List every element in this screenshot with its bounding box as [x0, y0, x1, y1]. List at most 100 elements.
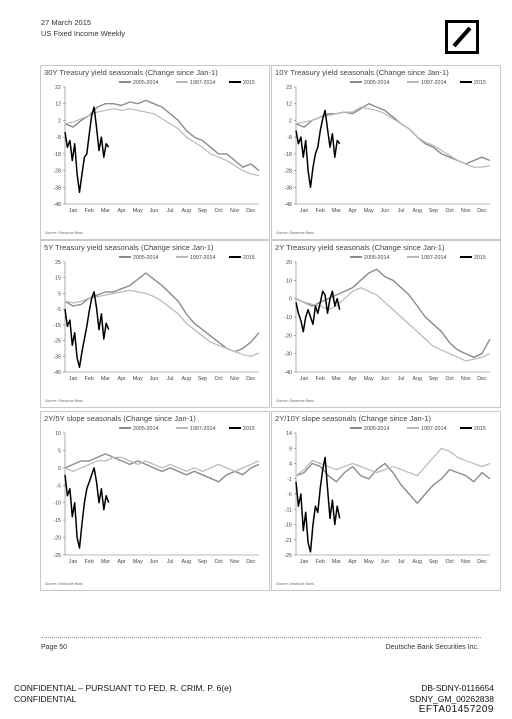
- y-tick-label-7: -48: [284, 202, 292, 208]
- x-tick-label-5: Jun: [150, 208, 159, 214]
- x-tick-label-4: May: [364, 559, 374, 565]
- chart-svg: 2005-2014 1997-2014 2015 20 10 0 -10 -20 -30 -40 J…: [276, 255, 491, 403]
- x-tick-label-10: Nov: [230, 376, 240, 382]
- x-tick-label-3: Apr: [117, 376, 125, 382]
- x-tick-label-10: Nov: [461, 208, 471, 214]
- x-tick-label-9: Oct: [214, 208, 223, 214]
- y-tick-label-2: 0: [289, 297, 292, 303]
- chart-title: 2Y Treasury yield seasonals (Change sinc…: [275, 243, 445, 252]
- series-line-2: [295, 456, 341, 553]
- x-tick-label-6: Jul: [167, 376, 174, 382]
- y-tick-label-7: -45: [53, 370, 61, 376]
- chart-svg: 2005-2014 1997-2014 2015 22 12 2 -8 -18 -28 -38 -4…: [45, 80, 260, 235]
- y-tick-label-2: 4: [289, 462, 292, 468]
- y-tick-label-7: -48: [53, 202, 61, 208]
- y-tick-label-6: -20: [53, 536, 61, 542]
- legend: 2005-2014 1997-2014 2015: [119, 255, 255, 261]
- x-tick-label-2: Mar: [332, 208, 341, 214]
- chart-source: Source: Deutsche Bank: [276, 399, 314, 403]
- footer-divider: [41, 637, 481, 638]
- legend-label-0: 2005-2014: [133, 255, 158, 261]
- y-tick-label-6: -38: [53, 185, 61, 191]
- series-line-2: [295, 290, 341, 333]
- chart-panel-2y10y: 2Y/10Y slope seasonals (Change since Jan…: [271, 411, 501, 591]
- x-tick-label-1: Feb: [316, 208, 325, 214]
- y-tick-label-8: -26: [284, 553, 292, 559]
- legend: 2005-2014 1997-2014 2015: [350, 426, 486, 432]
- series-line-1: [295, 106, 491, 168]
- chart-title: 10Y Treasury yield seasonals (Change sin…: [275, 68, 449, 77]
- legend-label-2: 2015: [243, 426, 255, 432]
- y-tick-label-7: -21: [284, 538, 292, 544]
- x-tick-label-6: Jul: [167, 208, 174, 214]
- bates-id-db: DB-SDNY-0116654: [421, 683, 494, 693]
- y-tick-label-6: -40: [284, 370, 292, 376]
- x-tick-label-1: Feb: [85, 208, 94, 214]
- y-tick-label-6: -35: [53, 354, 61, 360]
- x-tick-label-11: Dec: [246, 559, 256, 565]
- x-tick-label-0: Jan: [300, 559, 309, 565]
- x-tick-label-6: Jul: [167, 559, 174, 565]
- series-line-0: [295, 268, 491, 359]
- report-date: 27 March 2015: [41, 18, 92, 27]
- report-title: US Fixed Income Weekly: [41, 29, 126, 38]
- x-tick-label-2: Mar: [332, 559, 341, 565]
- x-tick-label-10: Nov: [461, 376, 471, 382]
- chart-title: 2Y/5Y slope seasonals (Change since Jan-…: [44, 414, 196, 423]
- y-tick-label-4: -18: [284, 152, 292, 158]
- x-tick-label-10: Nov: [230, 559, 240, 565]
- x-tick-label-3: Apr: [117, 559, 125, 565]
- chart-source: Source: Deutsche Bank: [45, 231, 83, 235]
- x-tick-label-10: Nov: [461, 559, 471, 565]
- y-tick-label-3: -10: [284, 315, 292, 321]
- y-tick-label-4: -15: [53, 323, 61, 329]
- chart-panel-10y: 10Y Treasury yield seasonals (Change sin…: [271, 65, 501, 240]
- x-tick-label-3: Apr: [117, 208, 125, 214]
- series-line-1: [64, 108, 260, 177]
- series-line-0: [64, 453, 260, 483]
- legend-label-2: 2015: [474, 255, 486, 261]
- series-line-2: [64, 291, 110, 369]
- series-line-0: [295, 462, 491, 504]
- y-tick-label-1: 15: [55, 276, 61, 282]
- x-tick-label-9: Oct: [445, 208, 454, 214]
- chart-panel-2y5y: 2Y/5Y slope seasonals (Change since Jan-…: [40, 411, 270, 591]
- y-tick-label-5: -28: [53, 169, 61, 175]
- x-tick-label-11: Dec: [246, 376, 256, 382]
- deutsche-bank-slash-logo: [445, 20, 479, 54]
- series-line-1: [64, 289, 260, 357]
- firm-name: Deutsche Bank Securities Inc.: [385, 644, 479, 651]
- y-tick-label-5: -25: [53, 339, 61, 345]
- x-tick-label-7: Aug: [182, 208, 191, 214]
- series-line-2: [64, 467, 110, 549]
- x-tick-label-9: Oct: [445, 559, 454, 565]
- y-tick-label-1: 9: [289, 446, 292, 452]
- x-tick-label-1: Feb: [85, 376, 94, 382]
- x-tick-label-4: May: [133, 376, 143, 382]
- x-tick-label-8: Sep: [429, 376, 438, 382]
- series-line-1: [295, 447, 491, 477]
- y-tick-label-0: 14: [286, 431, 292, 437]
- y-tick-label-4: -20: [284, 333, 292, 339]
- legend-label-2: 2015: [474, 80, 486, 86]
- legend-label-1: 1997-2014: [190, 426, 215, 432]
- x-tick-label-2: Mar: [101, 208, 110, 214]
- series-line-0: [64, 99, 260, 172]
- legend-label-1: 1997-2014: [421, 426, 446, 432]
- y-tick-label-3: -8: [287, 135, 292, 141]
- x-tick-label-3: Apr: [348, 376, 356, 382]
- x-tick-label-8: Sep: [198, 376, 207, 382]
- x-tick-label-11: Dec: [477, 559, 487, 565]
- x-tick-label-9: Oct: [445, 376, 454, 382]
- x-tick-label-8: Sep: [198, 559, 207, 565]
- x-tick-label-8: Sep: [198, 208, 207, 214]
- chart-svg: 2005-2014 1997-2014 2015 25 15 5 -5 -15 -25 -35 -4…: [45, 255, 260, 403]
- series-line-0: [64, 272, 260, 353]
- y-tick-label-0: 22: [286, 85, 292, 91]
- x-tick-label-2: Mar: [101, 559, 110, 565]
- confidential-notice: CONFIDENTIAL – PURSUANT TO FED. R. CRIM.…: [14, 683, 232, 693]
- y-tick-label-0: 25: [55, 260, 61, 266]
- bates-id-sdny: SDNY_GM_00262838: [409, 694, 494, 704]
- x-tick-label-8: Sep: [429, 208, 438, 214]
- y-tick-label-3: -5: [56, 483, 61, 489]
